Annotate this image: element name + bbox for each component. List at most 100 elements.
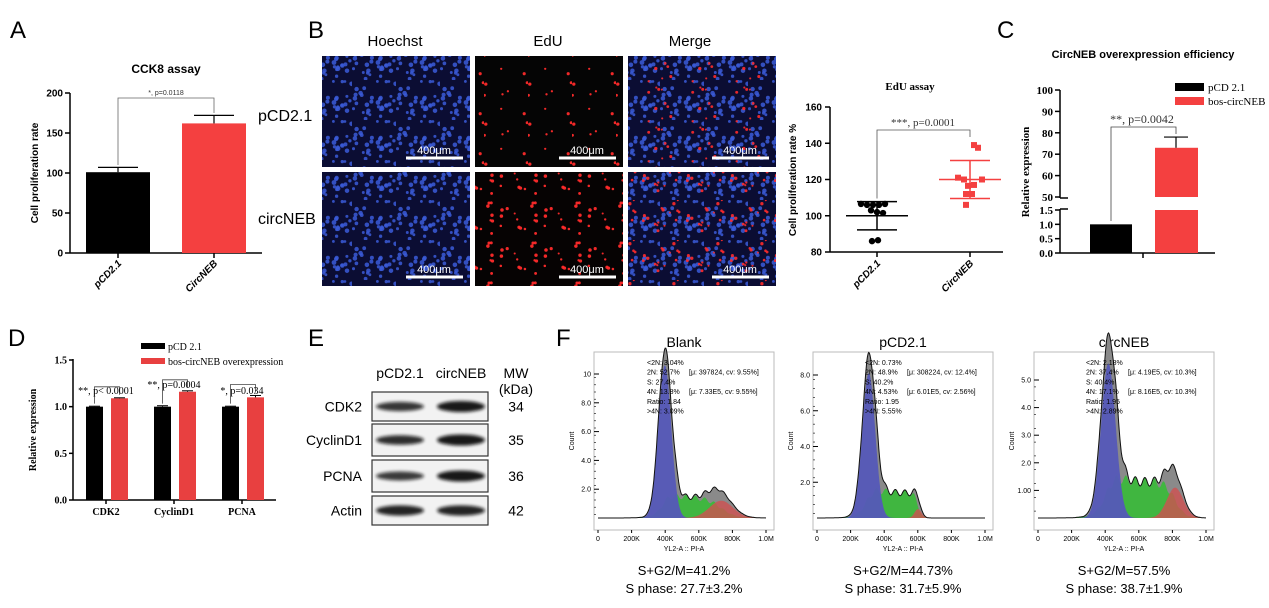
bar [86,406,103,500]
stat-line: 4N: 13.8% [647,389,680,396]
data-point [868,237,876,245]
x-tick-label: 200K [842,536,859,543]
y-tick-label: 1.5 [1039,205,1053,217]
protein-band [376,435,424,445]
data-point [863,201,871,209]
y-tick-label: 100 [1037,85,1054,97]
y-tick-label: 2.0 [800,480,810,487]
panel-label: D [8,325,25,352]
data-point [969,191,975,197]
x-tick-label: pCD2.1 [850,258,883,291]
row-label: circNEB [258,211,316,228]
bar-lower [1155,210,1198,253]
s-phase-area [817,487,985,518]
bar [247,397,264,500]
protein-label: CyclinD1 [306,432,362,448]
significance-bracket [117,97,215,165]
stat-line: <2N: 3.04% [647,360,684,367]
stat-detail: [μ: 7.33E5, cv: 9.55%] [689,389,758,396]
micrograph-image [322,172,470,286]
bar [222,406,239,500]
data-point [971,181,977,188]
x-tick-label: 0 [815,536,819,543]
scale-bar-label: 400μm [570,264,604,276]
blot-row: CyclinD1 35 [306,423,524,457]
x-tick-label: CyclinD1 [154,507,194,518]
x-tick-label: pCD2.1 [91,258,124,291]
y-tick-label: 0.5 [55,449,68,460]
y-tick-label: 6.0 [581,429,591,436]
y-tick-label: 5.0 [1021,378,1031,385]
data-point [867,207,875,214]
x-axis-label: YL2-A :: PI-A [883,546,924,553]
panel-label: A [10,17,26,44]
bar [179,391,196,500]
x-tick-label: 400K [876,536,893,543]
data-point [971,142,977,149]
chart-title: CircNEB overexpression efficiency [1052,49,1236,61]
lane-label: circNEB [436,365,487,381]
panel-label: F [556,325,571,352]
protein-band [376,471,424,481]
x-axis-label: YL2-A :: PI-A [664,546,705,553]
y-tick-label: 0.0 [55,496,68,507]
x-tick-label: 400K [1097,536,1114,543]
x-tick-label: 400K [657,536,674,543]
lane-label: pCD2.1 [376,365,424,381]
x-tick-label: PCNA [228,507,257,518]
blot-row: Actin 42 [331,495,524,526]
summary-line: S+G2/M=44.73% [853,563,953,578]
y-tick-label: 90 [1042,106,1054,118]
histogram-outline [817,351,985,519]
x-tick-label: CircNEB [184,258,220,294]
column-header: Hoechst [367,33,423,50]
y-tick-label: 0 [57,249,63,260]
mw-value: 36 [508,468,524,484]
flow-histogram: Blank 2.0 4.0 6.0 8.0 10 0 200K 400K 600K 800K 1.0M… [569,334,775,596]
data-point [857,200,865,208]
summary-line: S phase: 38.7±1.9% [1066,581,1183,596]
stat-line: <2N: 0.73% [865,360,902,367]
bar [86,172,150,253]
stat-line: 2N: 37.4% [1086,370,1119,377]
legend-swatch [141,343,165,349]
y-tick-label: 140 [805,139,822,150]
micrograph-image [475,172,623,286]
x-tick-label: 800K [943,536,960,543]
summary-line: S+G2/M=57.5% [1078,563,1171,578]
significance-bracket [94,386,120,404]
y-tick-label: 8.0 [800,373,810,380]
data-point [881,200,889,208]
stat-detail: [μ: 397824, cv: 9.55%] [689,370,759,377]
y-tick-label: 100 [46,169,63,180]
y-axis-label: Cell proliferation rate [30,122,41,223]
bar [1090,224,1132,253]
histogram-outline [598,347,767,519]
x-tick-label: CDK2 [92,507,119,518]
y-tick-label: 200 [46,89,63,100]
stat-detail: [μ: 8.16E5, cv: 10.3%] [1128,389,1197,396]
y-tick-label: 1.0 [1039,219,1053,231]
protein-label: Actin [331,503,362,519]
panel-f: F Blank 2.0 4.0 6.0 8.0 10 0 200K 400K 600K 800K 1.0… [556,325,1215,596]
protein-band [437,470,485,482]
bar [111,398,128,500]
summary-line: S phase: 27.7±3.2% [626,581,743,596]
significance-label: *, p=0.034 [220,386,263,397]
mw-header: MW [504,365,530,381]
protein-band [376,505,424,516]
stat-line: >4N: 3.09% [647,409,684,416]
x-tick-label: 800K [724,536,741,543]
x-tick-label: CircNEB [940,258,976,294]
stat-line: Ratio: 1.95 [1086,399,1120,406]
g2-peak-area [598,500,766,518]
y-tick-label: 120 [805,175,822,186]
y-tick-label: 1.00 [1017,488,1031,495]
row-label: pCD2.1 [258,108,312,125]
protein-band [437,401,485,412]
g1-peak-area [817,373,985,518]
